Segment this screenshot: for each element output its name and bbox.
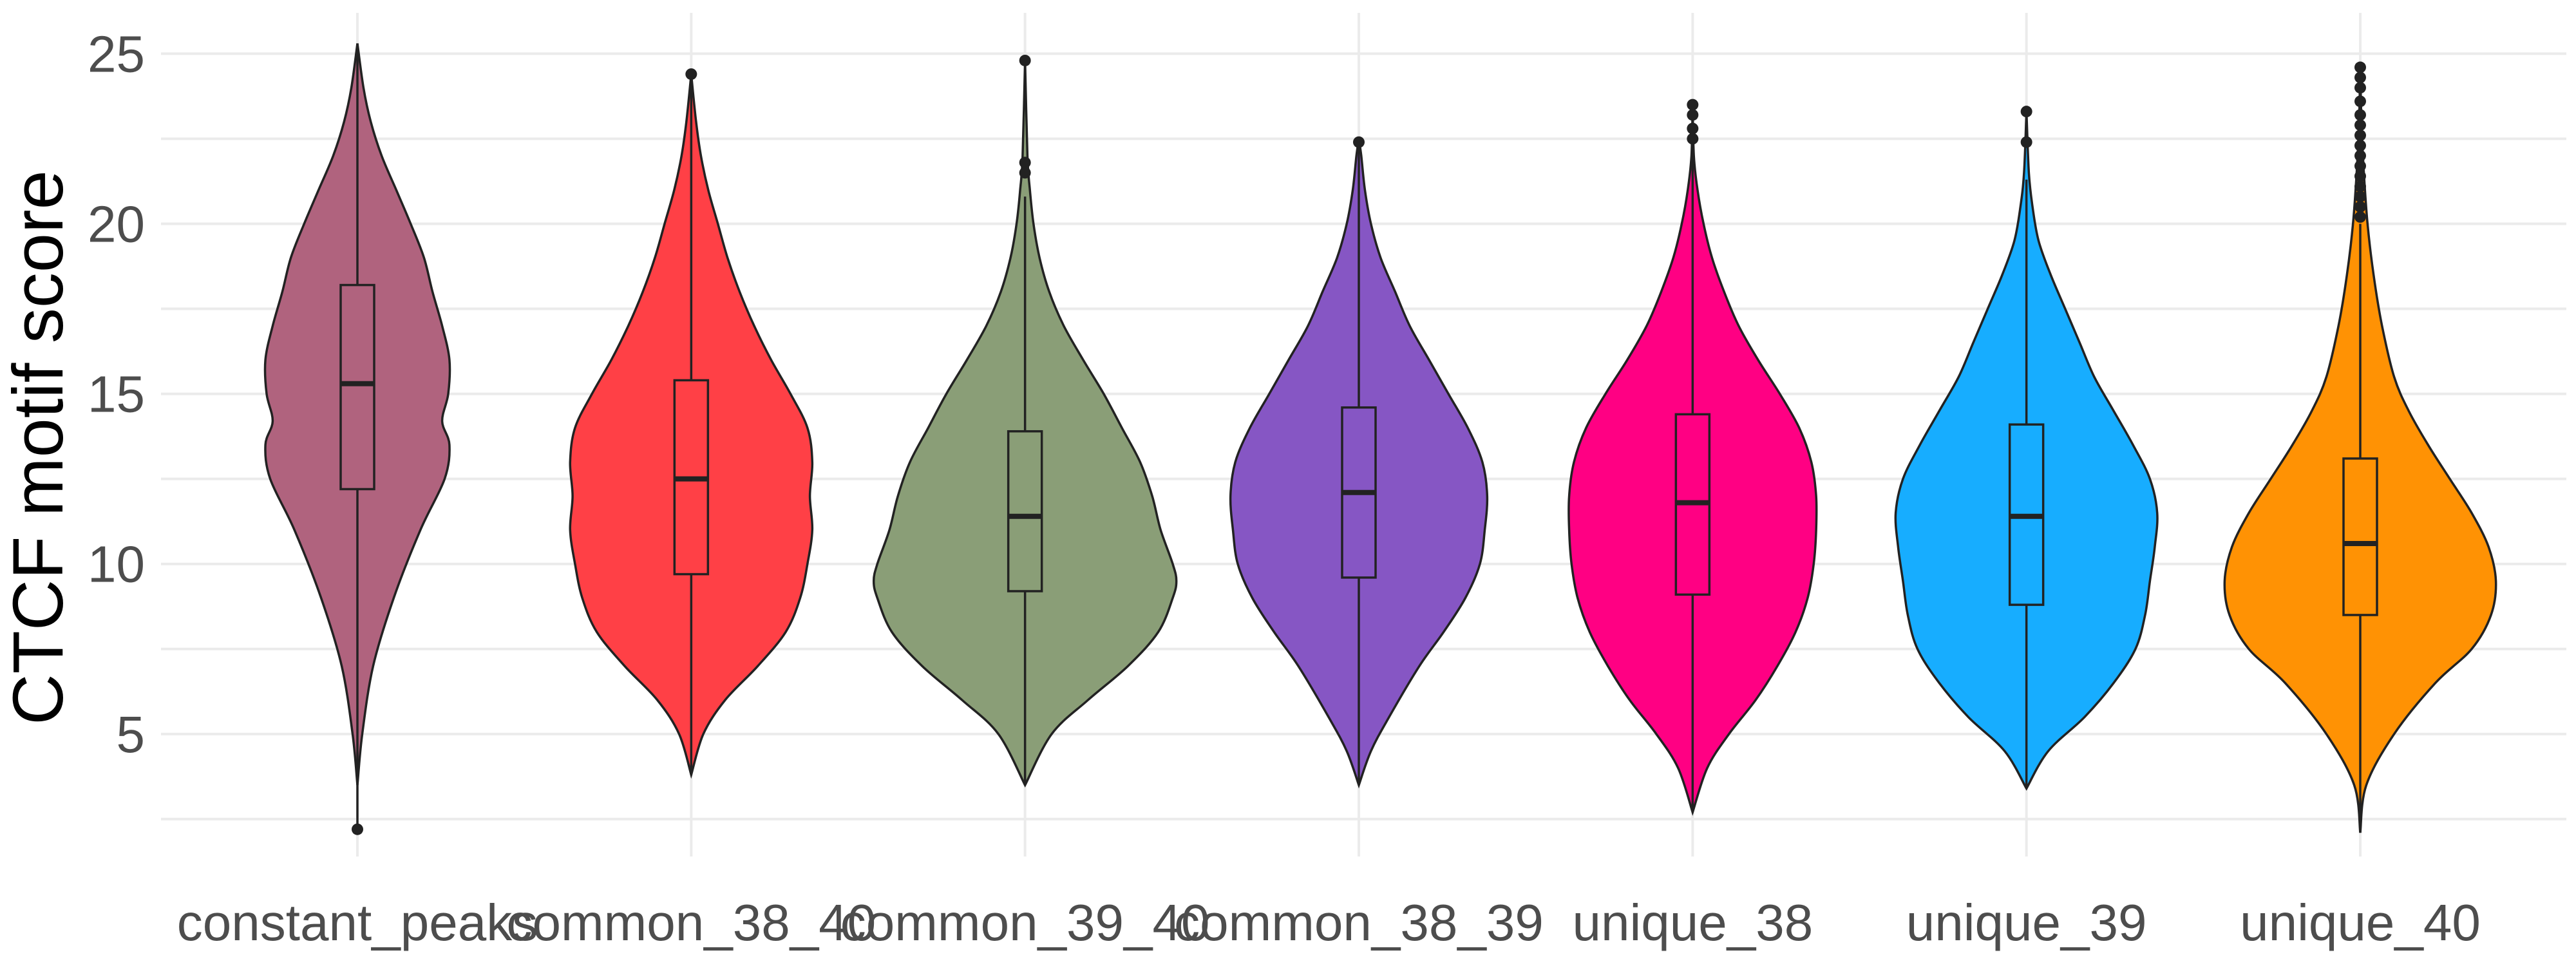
box: [1007, 430, 1043, 592]
outlier-point: [2020, 136, 2032, 148]
outlier-point: [2354, 140, 2366, 152]
x-tick-label: common_39_40: [840, 894, 1210, 951]
outlier-point: [2354, 170, 2366, 182]
box: [2342, 457, 2378, 616]
outlier-point: [2354, 201, 2366, 213]
y-tick-label: 15: [88, 366, 145, 423]
x-tick-label: constant_peaks: [177, 894, 538, 951]
outlier-point: [2354, 211, 2366, 223]
outlier-point: [1687, 109, 1699, 121]
violin-unique_39: [1894, 106, 2159, 791]
outlier-point: [2354, 129, 2366, 142]
outlier-point: [1687, 122, 1699, 135]
x-tick-label: unique_38: [1572, 894, 1813, 951]
x-tick-label: common_38_39: [1174, 894, 1544, 951]
outlier-point: [2354, 149, 2366, 162]
outlier-point: [2354, 82, 2366, 94]
outlier-point: [2354, 71, 2366, 84]
y-tick-label: 25: [88, 25, 145, 82]
outlier-point: [352, 823, 363, 835]
outlier-point: [2354, 119, 2366, 131]
outlier-point: [2354, 61, 2366, 73]
outlier-point: [1019, 167, 1031, 179]
y-tick-labels: 5 10 15 20 25: [88, 25, 145, 762]
x-tick-label: unique_40: [2240, 894, 2481, 951]
outlier-point: [2354, 95, 2366, 108]
violin-unique_40: [2223, 61, 2497, 833]
y-tick-label: 10: [88, 536, 145, 593]
box: [339, 283, 375, 491]
violin-common_38_39: [1229, 136, 1489, 789]
outlier-point: [2354, 191, 2366, 203]
x-tick-label: unique_39: [1906, 894, 2147, 951]
violins: [263, 43, 2497, 835]
outlier-point: [1687, 99, 1699, 111]
x-tick-labels: constant_peakscommon_38_40common_39_40co…: [177, 894, 2481, 951]
outlier-point: [2354, 109, 2366, 121]
outlier-point: [685, 68, 697, 80]
outlier-point: [1353, 136, 1365, 148]
violin-unique_38: [1567, 99, 1818, 816]
violin-constant_peaks: [263, 43, 451, 835]
y-tick-label: 5: [117, 706, 146, 763]
y-tick-label: 20: [88, 196, 145, 253]
outlier-point: [1019, 156, 1031, 169]
violin-common_39_40: [872, 54, 1178, 788]
violin-common_38_40: [569, 68, 814, 779]
outlier-point: [2020, 106, 2032, 118]
outlier-point: [2354, 180, 2366, 193]
outlier-point: [1019, 54, 1031, 66]
outlier-point: [2354, 160, 2366, 172]
outlier-point: [1687, 133, 1699, 145]
x-tick-label: common_38_40: [506, 894, 876, 951]
y-axis-title: CTCF motif score: [0, 170, 78, 725]
